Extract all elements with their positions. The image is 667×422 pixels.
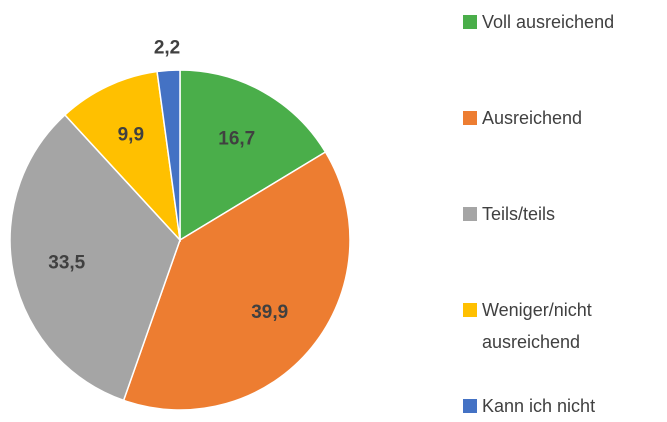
legend-item: Voll ausreichend [463,6,663,38]
legend-swatch [463,303,477,317]
legend-item: Weniger/nicht ausreichend [463,294,663,358]
legend-item: Teils/teils [463,198,663,230]
legend-swatch [463,111,477,125]
pie-slice [9,113,181,402]
data-label: 9,9 [118,124,144,145]
pie-slice [122,150,351,411]
pie-slice [156,69,181,241]
legend-item: Ausreichend [463,102,663,134]
data-label: 16,7 [218,128,255,149]
chart: 16,7 39,9 33,5 9,9 2,2 [9,37,351,411]
legend-item: Kann ich nicht [463,390,663,422]
legend-label: Weniger/nicht ausreichend [482,300,592,352]
legend-label: Voll ausreichend [482,12,615,32]
data-label: 2,2 [154,37,180,58]
data-label: 39,9 [251,302,288,323]
pie-slice [63,70,182,243]
legend-label: Teils/teils [482,204,556,224]
legend-swatch [463,15,477,29]
page: {"chart_data": {"type": "pie", "categori… [9,6,663,416]
legend-swatch [463,399,477,413]
legend-label: Kann ich nicht [482,396,596,416]
legend-swatch [463,207,477,221]
data-label: 33,5 [48,252,85,273]
legend-label: Ausreichend [482,108,583,128]
pie-slice [179,69,327,242]
